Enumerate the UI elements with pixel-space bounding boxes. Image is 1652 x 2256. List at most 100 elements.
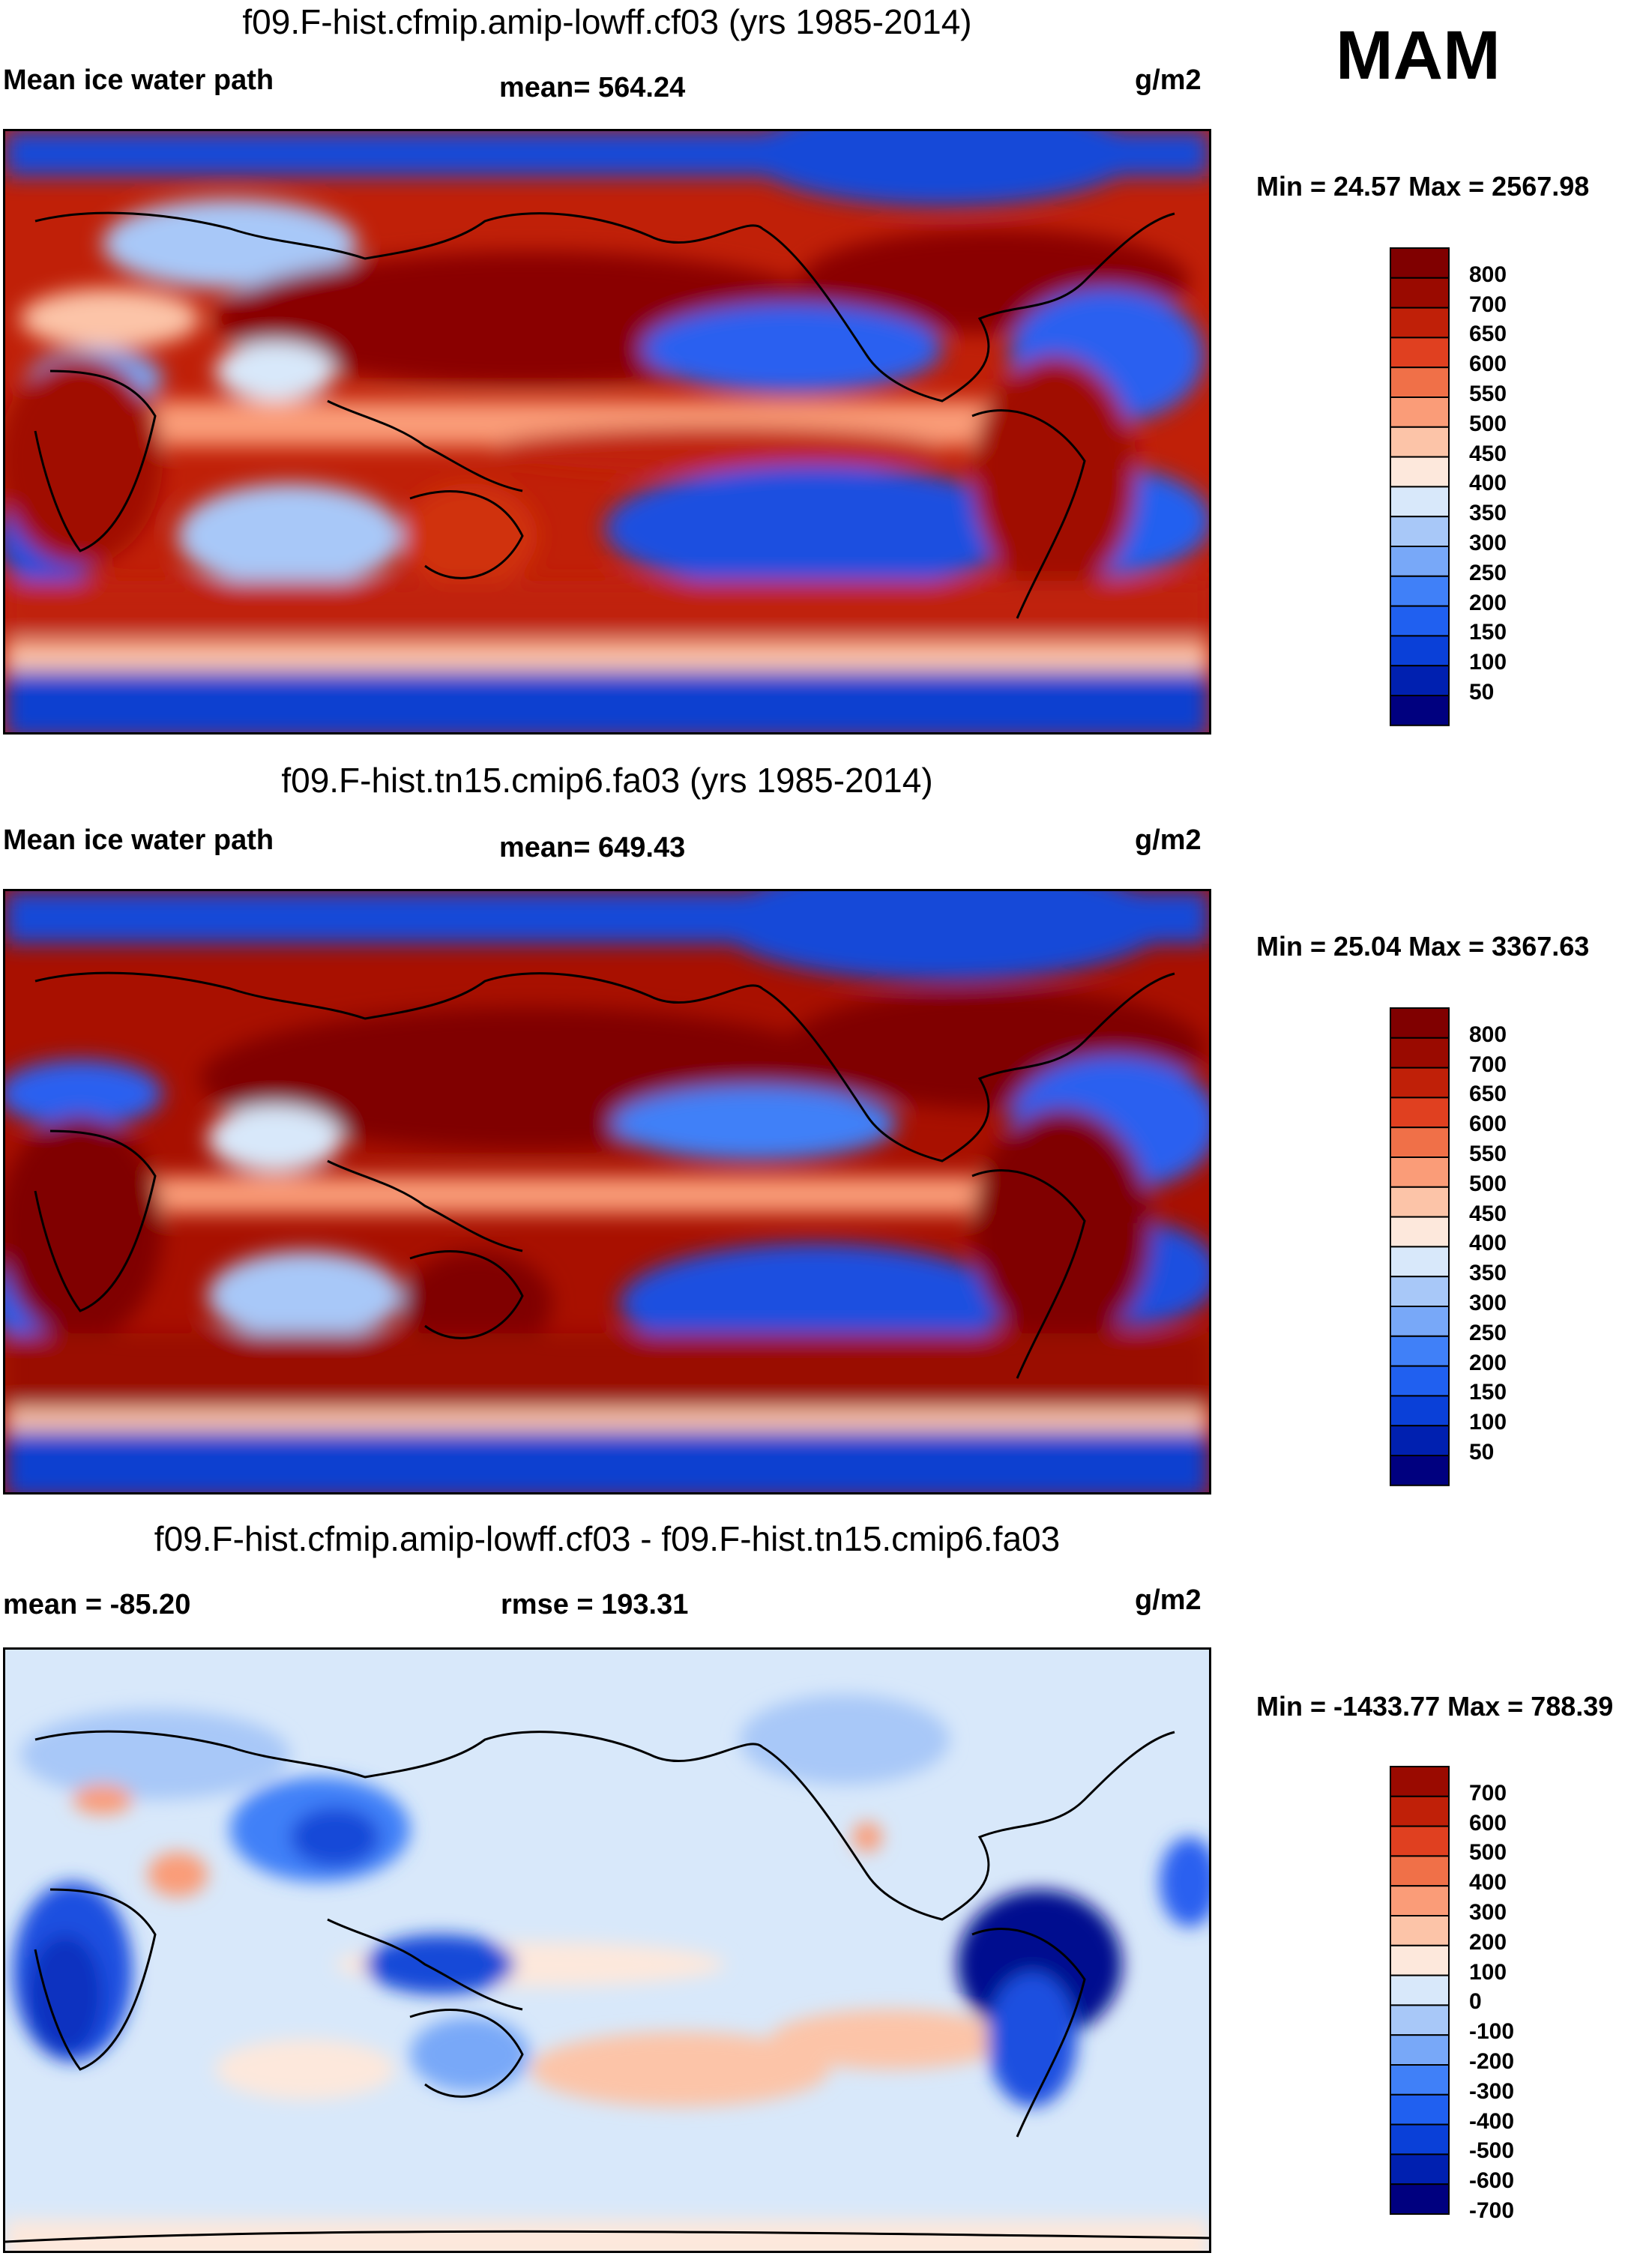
colorbar-2-label: 500: [1469, 1171, 1507, 1196]
colorbar-2-label: 200: [1469, 1350, 1507, 1375]
panel-3-units: g/m2: [1135, 1584, 1202, 1616]
colorbar-3-label: 600: [1469, 1810, 1507, 1836]
colorbar-1-box-9: [1390, 516, 1450, 548]
colorbar-3-label: -400: [1469, 2108, 1515, 2134]
panel-2-map-field: [5, 891, 1209, 1492]
colorbar-3-box-3: [1390, 1855, 1450, 1887]
colorbar-2-box-12: [1390, 1365, 1450, 1397]
colorbar-2-label: 150: [1469, 1380, 1507, 1405]
colorbar-2-box-1: [1390, 1037, 1450, 1069]
colorbar-3-box-13: [1390, 2153, 1450, 2186]
colorbar-2-label: 300: [1469, 1291, 1507, 1315]
panel-1-units: g/m2: [1135, 64, 1202, 96]
colorbar-1-label: 200: [1469, 590, 1507, 615]
colorbar-2-box-5: [1390, 1156, 1450, 1188]
panel-3-minmax: Min = -1433.77 Max = 788.39: [1256, 1691, 1614, 1722]
colorbar-1-box-4: [1390, 367, 1450, 398]
colorbar-2-label: 700: [1469, 1052, 1507, 1077]
colorbar-3-box-11: [1390, 2093, 1450, 2126]
colorbar-1-box-1: [1390, 277, 1450, 309]
colorbar-1-label: 350: [1469, 501, 1507, 526]
colorbar-3-label: 400: [1469, 1870, 1507, 1895]
panel-1-map-field: [5, 131, 1209, 732]
colorbar-2-label: 650: [1469, 1082, 1507, 1107]
colorbar-1-label: 300: [1469, 531, 1507, 555]
panel-3-map-field: [5, 1650, 1209, 2251]
panel-2-units: g/m2: [1135, 824, 1202, 856]
panel-3-mean-label: mean = -85.20: [3, 1589, 191, 1620]
panel-1-minmax: Min = 24.57 Max = 2567.98: [1256, 171, 1590, 202]
colorbar-3-label: 500: [1469, 1840, 1507, 1866]
colorbar-3-label: 700: [1469, 1780, 1507, 1806]
panel-3-map: [3, 1647, 1211, 2253]
colorbar-1-label: 250: [1469, 560, 1507, 585]
colorbar-3-box-1: [1390, 1795, 1450, 1827]
colorbar-1-box-14: [1390, 665, 1450, 697]
colorbar-3-label: -600: [1469, 2168, 1515, 2194]
panel-2-mean-label: mean= 649.43: [499, 832, 686, 863]
colorbar-1-label: 700: [1469, 292, 1507, 317]
colorbar-1-label: 800: [1469, 262, 1507, 287]
colorbar-3-label: -700: [1469, 2198, 1515, 2223]
panel-1-variable-label: Mean ice water path: [3, 64, 274, 96]
colorbar-2-box-4: [1390, 1127, 1450, 1158]
colorbar-1-label: 500: [1469, 411, 1507, 436]
colorbar-1-label: 150: [1469, 620, 1507, 645]
season-label: MAM: [1336, 17, 1501, 94]
colorbar-1-label: 600: [1469, 352, 1507, 377]
colorbar-2-box-10: [1390, 1306, 1450, 1337]
colorbar-3-box-8: [1390, 2004, 1450, 2036]
colorbar-3-box-6: [1390, 1944, 1450, 1976]
colorbar-1-box-8: [1390, 486, 1450, 518]
colorbar-1-box-0: [1390, 247, 1450, 279]
colorbar-1-box-12: [1390, 605, 1450, 637]
colorbar-1-box-10: [1390, 546, 1450, 577]
colorbar-3-label: 100: [1469, 1959, 1507, 1985]
colorbar-3-label: 300: [1469, 1900, 1507, 1925]
panel-2-colorbar-boxes: [1390, 1007, 1450, 1486]
colorbar-3-box-10: [1390, 2064, 1450, 2096]
colorbar-3-box-12: [1390, 2123, 1450, 2156]
colorbar-2-label: 800: [1469, 1022, 1507, 1047]
colorbar-1-box-11: [1390, 575, 1450, 607]
colorbar-2-label: 550: [1469, 1141, 1507, 1166]
panel-3-title: f09.F-hist.cfmip.amip-lowff.cf03 - f09.F…: [154, 1519, 1061, 1558]
colorbar-1-box-3: [1390, 337, 1450, 369]
colorbar-2-box-3: [1390, 1097, 1450, 1129]
panel-1-title: f09.F-hist.cfmip.amip-lowff.cf03 (yrs 19…: [242, 2, 972, 41]
colorbar-1-label: 450: [1469, 441, 1507, 466]
colorbar-2-label: 350: [1469, 1261, 1507, 1286]
colorbar-1-box-5: [1390, 396, 1450, 428]
colorbar-3-box-9: [1390, 2034, 1450, 2066]
colorbar-2-box-8: [1390, 1246, 1450, 1278]
colorbar-1-box-15: [1390, 695, 1450, 726]
colorbar-1-box-13: [1390, 635, 1450, 667]
colorbar-2-label: 250: [1469, 1320, 1507, 1345]
colorbar-2-box-0: [1390, 1007, 1450, 1039]
colorbar-3-label: 200: [1469, 1929, 1507, 1955]
colorbar-2-box-14: [1390, 1425, 1450, 1457]
colorbar-3-box-4: [1390, 1885, 1450, 1916]
colorbar-2-box-2: [1390, 1067, 1450, 1099]
panel-3-colorbar-boxes: [1390, 1766, 1450, 2216]
colorbar-2-box-7: [1390, 1216, 1450, 1248]
colorbar-3-box-14: [1390, 2183, 1450, 2216]
panel-1-colorbar-boxes: [1390, 247, 1450, 726]
colorbar-3-box-2: [1390, 1825, 1450, 1857]
colorbar-2-label: 600: [1469, 1112, 1507, 1137]
colorbar-3-box-7: [1390, 1974, 1450, 2006]
colorbar-1-label: 50: [1469, 680, 1495, 705]
colorbar-2-label: 400: [1469, 1231, 1507, 1256]
colorbar-1-box-2: [1390, 307, 1450, 339]
colorbar-1-box-7: [1390, 456, 1450, 488]
colorbar-3-box-0: [1390, 1766, 1450, 1797]
colorbar-2-label: 50: [1469, 1440, 1495, 1465]
colorbar-2-label: 450: [1469, 1201, 1507, 1226]
colorbar-1-label: 100: [1469, 650, 1507, 675]
colorbar-2-box-9: [1390, 1276, 1450, 1308]
colorbar-1-label: 550: [1469, 381, 1507, 406]
panel-2-minmax: Min = 25.04 Max = 3367.63: [1256, 931, 1590, 962]
colorbar-3-label: -200: [1469, 2049, 1515, 2074]
colorbar-1-label: 400: [1469, 471, 1507, 496]
colorbar-2-box-15: [1390, 1455, 1450, 1486]
